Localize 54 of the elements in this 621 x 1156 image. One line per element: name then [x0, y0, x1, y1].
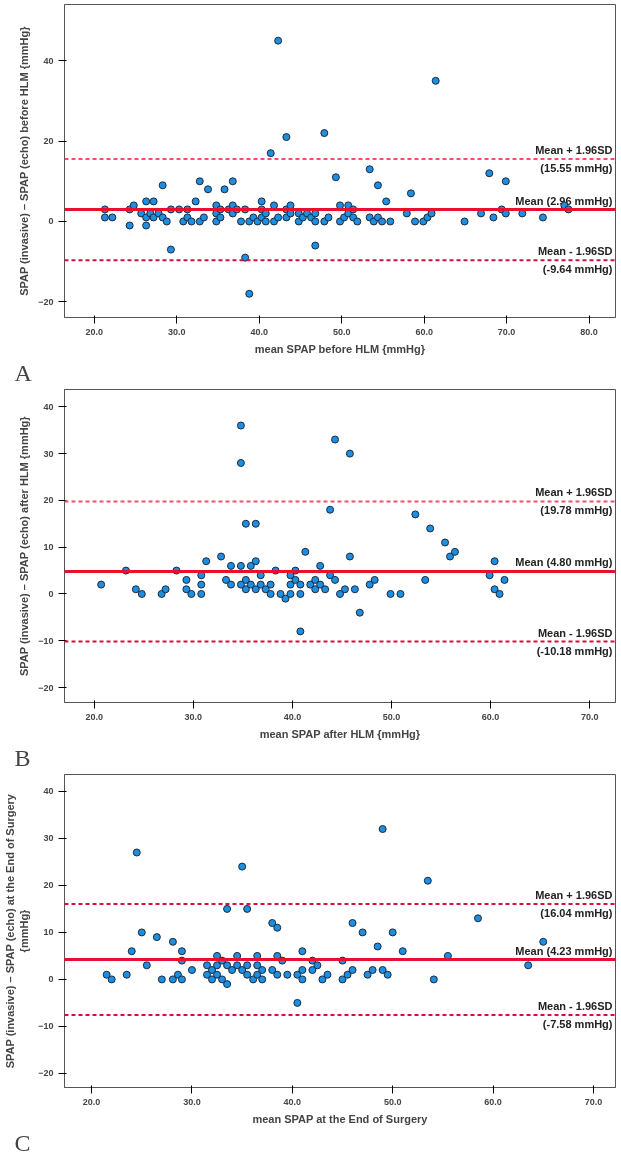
x-tick-label: 70.0	[584, 1096, 603, 1107]
y-tick-label: −20	[38, 682, 54, 693]
x-tick-label: 60.0	[481, 711, 500, 722]
y-tick-label: 30	[43, 833, 54, 844]
y-tick-label: −20	[38, 296, 54, 307]
x-axis-title: mean SPAP before HLM {mmHg}	[254, 342, 426, 355]
ref-line-label: Mean + 1.96SD (16.04 mmHg)	[535, 889, 613, 920]
y-tick-label: 40	[43, 401, 54, 412]
x-tick-label: 50.0	[383, 1096, 402, 1107]
y-axis-title: SPAP (invasive) – SPAP (echo) before HLM {mmHg}	[18, 25, 31, 296]
x-tick-label: 20.0	[85, 326, 103, 337]
x-tick-label: 50.0	[382, 711, 401, 722]
x-tick-label: 20.0	[85, 711, 103, 722]
y-tick-label: 0	[48, 974, 54, 985]
text: B	[14, 744, 31, 771]
x-tick-label: 50.0	[332, 326, 351, 337]
y-axis-title: SPAP (invasive) – SPAP (echo) at the End of Surgery {mmHg}	[3, 793, 31, 1069]
x-tick-label: 30.0	[184, 711, 203, 722]
ref-line-label: Mean + 1.96SD (19.78 mmHg)	[535, 486, 613, 517]
ref-line-label: Mean - 1.96SD (-7.58 mmHg)	[537, 1000, 613, 1031]
y-tick-label: 40	[43, 55, 54, 66]
x-axis-title: mean SPAP at the End of Surgery	[252, 1112, 429, 1125]
ref-line-label: Mean (4.23 mmHg)	[515, 944, 613, 957]
text: A	[14, 359, 33, 386]
y-tick-label: 10	[43, 542, 54, 553]
x-tick-label: 40.0	[283, 1096, 302, 1107]
x-tick-label: 40.0	[250, 326, 268, 337]
x-tick-label: 40.0	[283, 711, 302, 722]
x-tick-label: 20.0	[82, 1096, 101, 1107]
x-tick-label: 60.0	[415, 326, 433, 337]
y-tick-label: −10	[38, 635, 54, 646]
x-tick-label: 80.0	[580, 326, 598, 337]
y-tick-label: −20	[38, 1068, 54, 1079]
y-tick-label: 0	[48, 216, 54, 227]
y-tick-label: 20	[43, 136, 54, 147]
y-tick-label: 20	[43, 495, 54, 506]
x-tick-label: 30.0	[167, 326, 186, 337]
y-tick-label: 30	[43, 448, 54, 459]
ref-line-label: Mean + 1.96SD (15.55 mmHg)	[535, 143, 613, 174]
y-axis-title: SPAP (invasive) – SPAP (echo) after HLM {mmHg}	[18, 415, 31, 676]
y-tick-label: 0	[48, 588, 54, 599]
ref-line-label: Mean (4.80 mmHg)	[515, 556, 613, 569]
ref-line-label: Mean - 1.96SD (-9.64 mmHg)	[537, 245, 613, 276]
ref-line-label: Mean - 1.96SD (-10.18 mmHg)	[536, 626, 613, 657]
y-tick-label: 20	[43, 880, 54, 891]
y-tick-label: 40	[43, 786, 54, 797]
x-axis-title: mean SPAP after HLM {mmHg}	[259, 727, 421, 740]
text: C	[14, 1129, 31, 1156]
y-tick-label: 10	[43, 927, 54, 938]
x-tick-label: 70.0	[580, 711, 599, 722]
x-tick-label: 30.0	[183, 1096, 201, 1107]
x-tick-label: 70.0	[497, 326, 516, 337]
x-tick-label: 60.0	[484, 1096, 502, 1107]
y-tick-label: −10	[38, 1021, 54, 1032]
